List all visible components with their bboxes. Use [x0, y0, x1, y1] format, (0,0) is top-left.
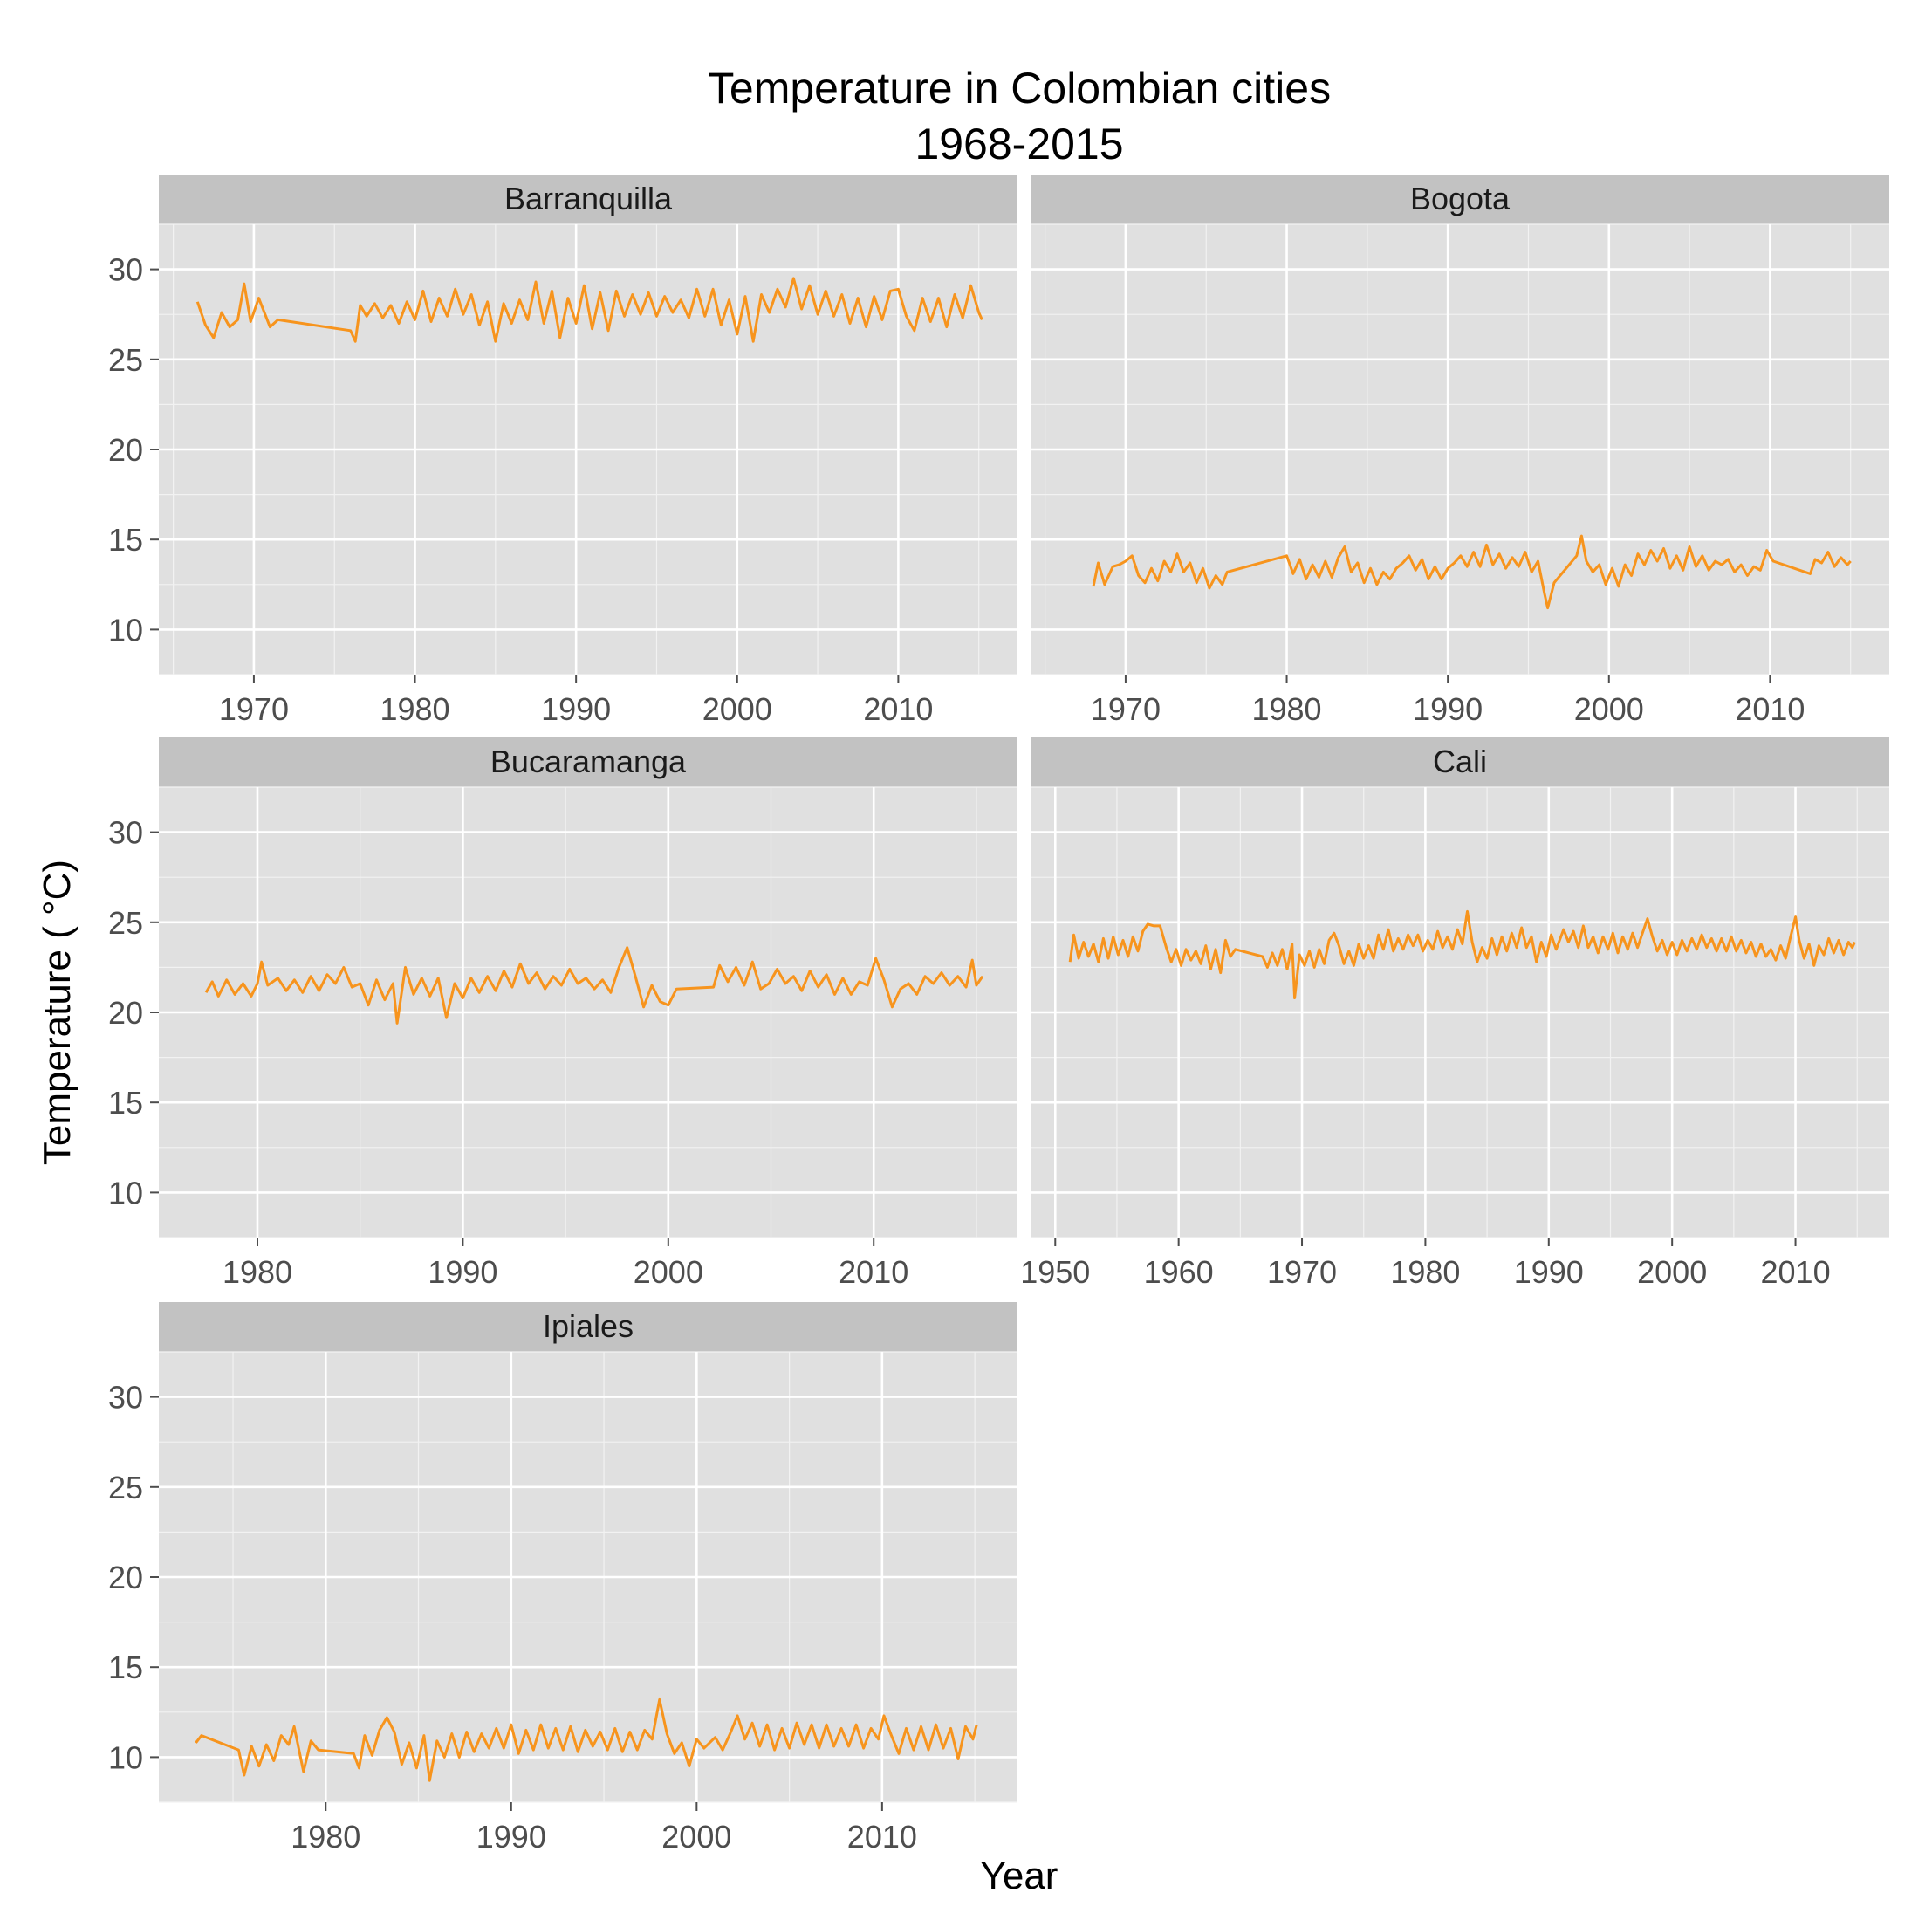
panel-ipiales: Ipiales 10 15 20 25 30 1980 1990 2000 2010	[108, 1302, 1017, 1855]
y-tick-label: 20	[108, 432, 143, 468]
x-tick-label: 2000	[702, 691, 772, 727]
x-tick-label: 1970	[1091, 691, 1161, 727]
strip-label-cali: Cali	[1433, 744, 1487, 779]
x-tick-label: 2010	[839, 1254, 908, 1290]
chart-subtitle: 1968-2015	[915, 120, 1123, 168]
x-tick-label: 1980	[1251, 691, 1321, 727]
series-line-bogota	[1092, 534, 1852, 610]
x-axis-title: Year	[981, 1855, 1058, 1897]
strip-ipiales	[159, 1302, 1017, 1352]
panel-cali: Cali 1950 1960 1970 1980 1990 2000 2010	[1020, 737, 1889, 1290]
panel-bogota: Bogota 1970 1980 1990 2000 2010	[1031, 175, 1889, 727]
x-tick-label: 1990	[428, 1254, 497, 1290]
panel-barranquilla: Barranquilla 10 15 20 25 30 1970 1980 1990 2000 20…	[108, 175, 1017, 727]
x-tick-label: 1970	[219, 691, 289, 727]
strip-label-barranquilla: Barranquilla	[504, 181, 673, 216]
chart-title: Temperature in Colombian cities	[708, 64, 1331, 113]
y-tick-label: 15	[108, 522, 143, 558]
series-line-bucaramanga	[204, 946, 984, 1025]
y-tick-label: 15	[108, 1649, 143, 1685]
x-tick-label: 1990	[1514, 1254, 1584, 1290]
strip-bogota	[1031, 175, 1889, 224]
x-tick-label: 1980	[380, 691, 449, 727]
x-tick-label: 1950	[1020, 1254, 1090, 1290]
x-tick-label: 1990	[1413, 691, 1483, 727]
strip-bucaramanga	[159, 737, 1017, 787]
x-tick-label: 1990	[476, 1819, 546, 1855]
y-tick-label: 30	[108, 1380, 143, 1416]
series-line-barranquilla	[195, 277, 983, 343]
x-tick-label: 2010	[1761, 1254, 1831, 1290]
x-tick-label: 2010	[1735, 691, 1805, 727]
y-tick-label: 15	[108, 1085, 143, 1121]
x-tick-label: 2000	[634, 1254, 703, 1290]
y-tick-label: 20	[108, 1560, 143, 1595]
x-tick-label: 1990	[541, 691, 611, 727]
strip-label-ipiales: Ipiales	[543, 1308, 634, 1344]
series-line-cali	[1068, 909, 1856, 999]
x-tick-label: 1980	[1390, 1254, 1460, 1290]
x-tick-label: 2010	[863, 691, 933, 727]
y-tick-label: 10	[108, 1175, 143, 1210]
y-tick-label: 20	[108, 995, 143, 1031]
y-tick-label: 25	[108, 1470, 143, 1505]
x-tick-label: 2000	[1574, 691, 1644, 727]
y-tick-label: 10	[108, 1739, 143, 1775]
strip-label-bogota: Bogota	[1410, 181, 1511, 216]
facet-panels: Barranquilla 10 15 20 25 30 1970 1980 1990 2000 20…	[108, 175, 1889, 1855]
panel-bucaramanga: Bucaramanga 10 15 20 25 30 1980 1990 2000 2010	[108, 737, 1017, 1290]
y-tick-label: 25	[108, 905, 143, 941]
x-tick-label: 2000	[1637, 1254, 1707, 1290]
strip-label-bucaramanga: Bucaramanga	[490, 744, 687, 779]
series-line-ipiales	[195, 1697, 978, 1782]
x-tick-label: 2000	[661, 1819, 731, 1855]
y-tick-label: 10	[108, 612, 143, 648]
x-tick-label: 1980	[223, 1254, 292, 1290]
x-tick-label: 1970	[1267, 1254, 1337, 1290]
strip-cali	[1031, 737, 1889, 787]
y-tick-label: 25	[108, 342, 143, 378]
x-tick-label: 2010	[847, 1819, 917, 1855]
strip-barranquilla	[159, 175, 1017, 224]
y-tick-label: 30	[108, 815, 143, 851]
y-axis-title: Temperature ( °C)	[36, 860, 79, 1165]
x-tick-label: 1960	[1144, 1254, 1214, 1290]
y-tick-label: 30	[108, 252, 143, 288]
x-tick-label: 1980	[291, 1819, 360, 1855]
